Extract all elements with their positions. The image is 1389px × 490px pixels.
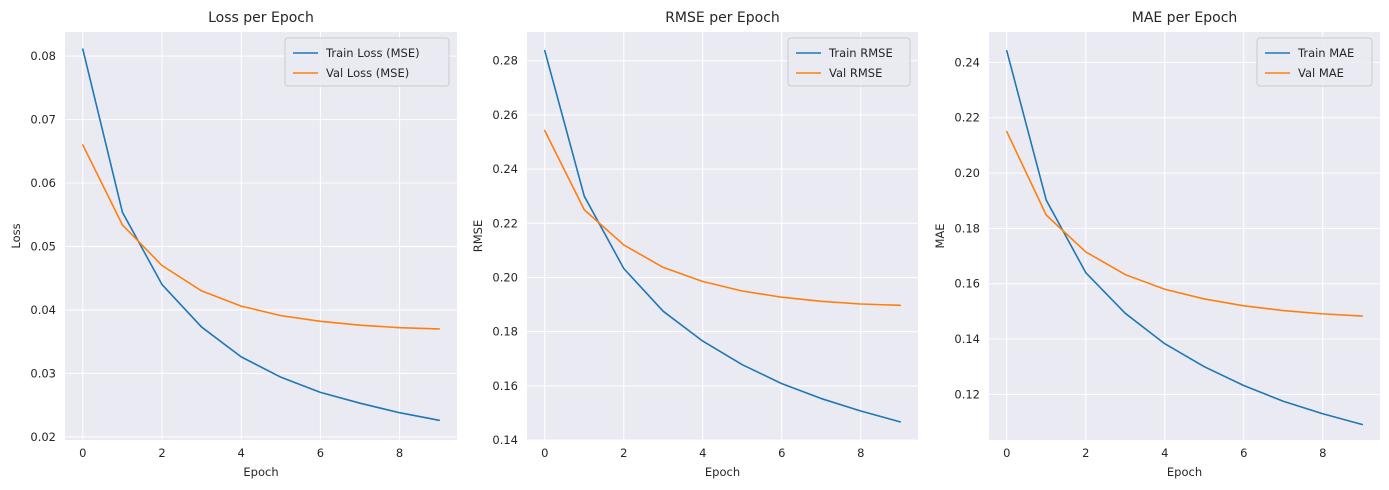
- y-tick-label: 0.22: [954, 111, 980, 125]
- legend: Train MAE Val MAE: [1256, 37, 1373, 87]
- y-axis-label: Loss: [9, 223, 23, 248]
- legend-label: Val RMSE: [829, 66, 882, 80]
- y-tick-label: 0.28: [492, 54, 518, 68]
- chart-panel-3: 0 2 4 6 8 0.12 0.14 0.16 0.18 0.20 0.22 0.24 MAE per…: [933, 10, 1380, 479]
- x-axis-label: Epoch: [243, 465, 278, 479]
- x-tick-label: 8: [396, 446, 403, 460]
- legend: Train Loss (MSE) Val Loss (MSE): [284, 37, 450, 87]
- x-tick-label: 8: [857, 446, 864, 460]
- x-tick-label: 2: [158, 446, 165, 460]
- series-line-val: [543, 129, 902, 307]
- y-tick-label: 0.16: [954, 277, 980, 291]
- y-tick-label: 0.24: [492, 162, 518, 176]
- x-tick-label: 4: [238, 446, 245, 460]
- x-tick-label: 0: [79, 446, 86, 460]
- y-tick-label: 0.26: [492, 108, 518, 122]
- y-tick-label: 0.18: [492, 325, 518, 339]
- y-tick-label: 0.03: [30, 366, 56, 380]
- legend-label: Train Loss (MSE): [325, 46, 420, 60]
- y-tick-label: 0.16: [492, 379, 518, 393]
- y-tick-label: 0.04: [30, 303, 56, 317]
- gridlines: [65, 32, 457, 440]
- x-tick-label: 2: [1082, 446, 1089, 460]
- y-axis-label: MAE: [933, 223, 947, 248]
- series-line-train: [543, 49, 902, 423]
- legend-box: [787, 37, 911, 87]
- legend-box: [1256, 37, 1373, 87]
- x-tick-label: 6: [317, 446, 324, 460]
- x-tick-label: 6: [778, 446, 785, 460]
- series-line-val: [82, 144, 440, 330]
- y-tick-label: 0.05: [30, 239, 56, 253]
- y-tick-label: 0.24: [954, 55, 980, 69]
- y-tick-label: 0.20: [492, 270, 518, 284]
- y-tick-label: 0.12: [954, 387, 980, 401]
- chart-title: Loss per Epoch: [208, 10, 314, 26]
- y-tick-label: 0.18: [954, 221, 980, 235]
- y-tick-label: 0.07: [30, 113, 56, 127]
- x-tick-label: 4: [1161, 446, 1168, 460]
- legend-label: Val Loss (MSE): [326, 66, 409, 80]
- y-tick-label: 0.06: [30, 176, 56, 190]
- chart-title: MAE per Epoch: [1132, 10, 1238, 26]
- y-tick-label: 0.14: [492, 433, 518, 447]
- chart-panel-1: 0 2 4 6 8 0.02 0.03 0.04 0.05 0.06 0.07 0.08 Loss pe…: [9, 10, 457, 479]
- x-tick-label: 8: [1319, 446, 1326, 460]
- plot-area: [65, 32, 457, 440]
- plot-area: [527, 32, 918, 440]
- y-tick-label: 0.20: [954, 166, 980, 180]
- y-tick-label: 0.08: [30, 49, 56, 63]
- series-line-val: [1005, 130, 1364, 317]
- chart-title: RMSE per Epoch: [665, 10, 780, 26]
- legend-label: Val MAE: [1298, 66, 1344, 80]
- y-tick-label: 0.22: [492, 216, 518, 230]
- legend-label: Train MAE: [1297, 46, 1354, 60]
- y-tick-label: 0.14: [954, 332, 980, 346]
- legend-box: [284, 37, 450, 87]
- x-tick-label: 0: [1003, 446, 1010, 460]
- legend: Train RMSE Val RMSE: [787, 37, 911, 87]
- gridlines: [989, 32, 1380, 440]
- x-tick-label: 6: [1240, 446, 1247, 460]
- gridlines: [527, 32, 918, 441]
- y-axis-label: RMSE: [471, 220, 485, 252]
- x-axis-label: Epoch: [705, 465, 740, 479]
- legend-label: Train RMSE: [828, 46, 893, 60]
- x-tick-label: 4: [699, 446, 706, 460]
- y-tick-label: 0.02: [30, 430, 56, 444]
- chart-panel-2: 0 2 4 6 8 0.14 0.16 0.18 0.20 0.22 0.24 0.26 0.28 RMS…: [471, 10, 918, 479]
- plot-area: [989, 32, 1380, 440]
- x-tick-label: 0: [541, 446, 548, 460]
- series-line-train: [1005, 50, 1364, 426]
- x-axis-label: Epoch: [1167, 465, 1202, 479]
- x-tick-label: 2: [620, 446, 627, 460]
- series-line-train: [82, 48, 440, 422]
